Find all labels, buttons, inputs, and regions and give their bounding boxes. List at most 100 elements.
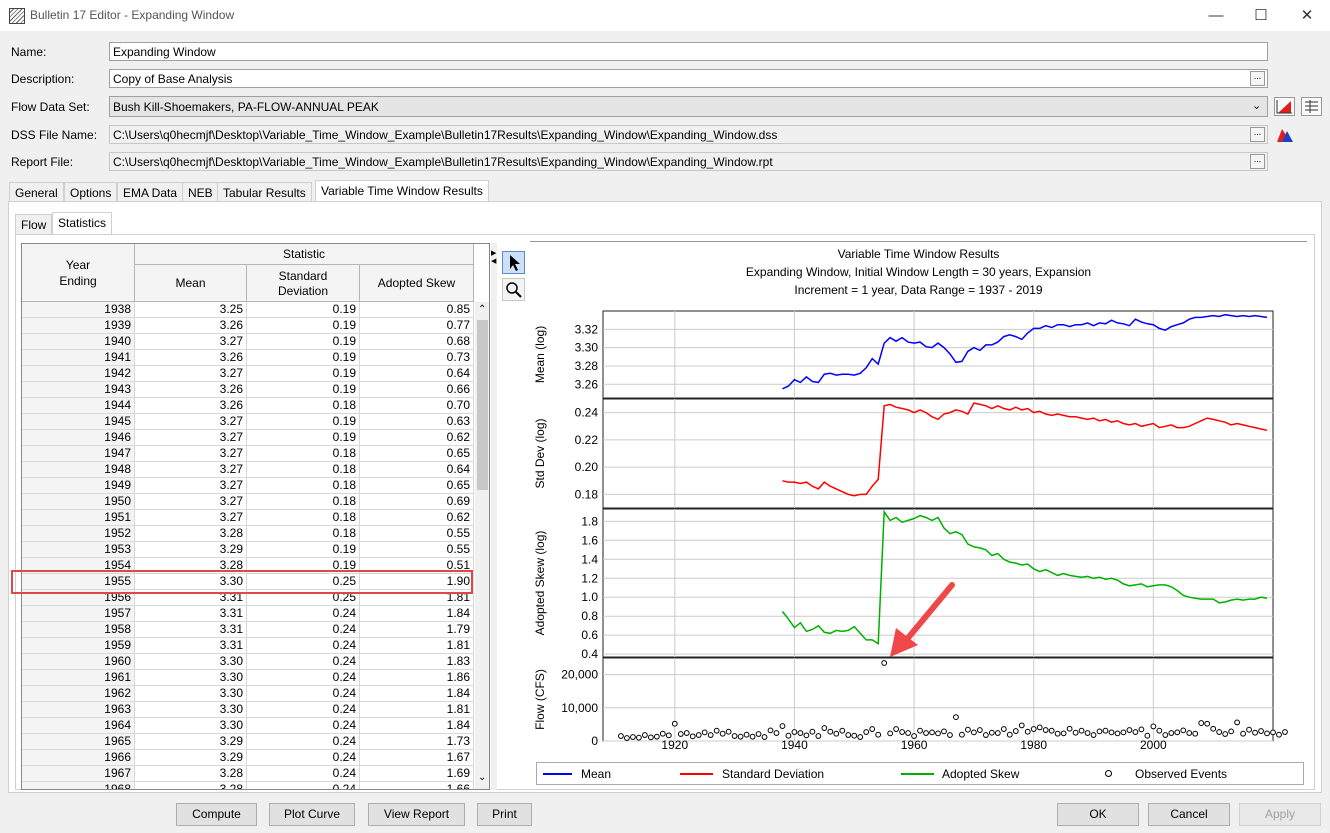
observed-event-point bbox=[1066, 725, 1073, 732]
cell-skew: 1.83 bbox=[360, 654, 474, 669]
splitter-arrow-right-icon[interactable]: ▶ bbox=[491, 250, 497, 257]
splitter-arrow-icon[interactable]: ◀ bbox=[491, 258, 497, 265]
print-button[interactable]: Print bbox=[477, 803, 532, 826]
observed-event-point bbox=[731, 733, 738, 739]
apply-button[interactable]: Apply bbox=[1239, 803, 1321, 826]
table-row[interactable]: 1957 3.31 0.24 1.84 bbox=[22, 606, 474, 622]
table-row[interactable]: 1960 3.30 0.24 1.83 bbox=[22, 654, 474, 670]
cell-mean: 3.28 bbox=[135, 782, 247, 789]
flow-data-set-select[interactable]: Bush Kill-Shoemakers, PA-FLOW-ANNUAL PEA… bbox=[109, 96, 1268, 117]
observed-event-point bbox=[1072, 729, 1079, 736]
table-data-icon[interactable] bbox=[1301, 97, 1322, 116]
splitter[interactable]: ◀ ▶ bbox=[491, 243, 497, 790]
table-row[interactable]: 1947 3.27 0.18 0.65 bbox=[22, 446, 474, 462]
table-row[interactable]: 1944 3.26 0.18 0.70 bbox=[22, 398, 474, 414]
table-row[interactable]: 1941 3.26 0.19 0.73 bbox=[22, 350, 474, 366]
observed-event-point bbox=[821, 725, 828, 731]
table-row[interactable]: 1951 3.27 0.18 0.62 bbox=[22, 510, 474, 526]
zoom-tool-button[interactable] bbox=[502, 278, 525, 301]
table-row[interactable]: 1964 3.30 0.24 1.84 bbox=[22, 718, 474, 734]
cell-mean: 3.27 bbox=[135, 478, 247, 493]
cell-mean: 3.28 bbox=[135, 766, 247, 781]
ok-button[interactable]: OK bbox=[1057, 803, 1139, 826]
table-row[interactable]: 1965 3.29 0.24 1.73 bbox=[22, 734, 474, 750]
tab-general[interactable]: General bbox=[9, 182, 64, 202]
table-row[interactable]: 1950 3.27 0.18 0.69 bbox=[22, 494, 474, 510]
tab-tabular-results[interactable]: Tabular Results bbox=[217, 182, 312, 202]
cell-year: 1939 bbox=[22, 318, 135, 333]
y-tick-label: 1.2 bbox=[581, 571, 598, 585]
observed-event-point bbox=[653, 733, 660, 740]
scroll-thumb[interactable] bbox=[477, 320, 488, 490]
dss-file-field[interactable]: C:\Users\q0hecmjf\Desktop\Variable_Time_… bbox=[109, 125, 1268, 144]
observed-event-point bbox=[719, 730, 726, 737]
description-browse-button[interactable]: ... bbox=[1250, 71, 1265, 86]
table-row-highlighted[interactable]: 1955 3.30 0.25 1.90 bbox=[22, 574, 474, 590]
view-report-button[interactable]: View Report bbox=[368, 803, 465, 826]
col-header-year[interactable]: Year Ending bbox=[22, 244, 135, 302]
table-row[interactable]: 1948 3.27 0.18 0.64 bbox=[22, 462, 474, 478]
name-field[interactable]: Expanding Window bbox=[109, 42, 1268, 61]
col-header-mean[interactable]: Mean bbox=[135, 265, 247, 302]
table-row[interactable]: 1949 3.27 0.18 0.65 bbox=[22, 478, 474, 494]
table-row[interactable]: 1961 3.30 0.24 1.86 bbox=[22, 670, 474, 686]
dss-plot-icon[interactable] bbox=[1274, 125, 1295, 144]
subtab-statistics[interactable]: Statistics bbox=[52, 212, 113, 234]
cell-mean: 3.30 bbox=[135, 654, 247, 669]
table-row[interactable]: 1967 3.28 0.24 1.69 bbox=[22, 766, 474, 782]
observed-event-point bbox=[827, 728, 834, 735]
plot-curve-button[interactable]: Plot Curve bbox=[269, 803, 355, 826]
scroll-up-icon[interactable]: ⌃ bbox=[478, 304, 487, 315]
table-row[interactable]: 1954 3.28 0.19 0.51 bbox=[22, 558, 474, 574]
chevron-down-icon[interactable]: ⌄ bbox=[1252, 100, 1262, 112]
plot-data-icon[interactable] bbox=[1274, 97, 1295, 116]
subtab-flow[interactable]: Flow bbox=[15, 214, 53, 234]
table-row[interactable]: 1952 3.28 0.18 0.55 bbox=[22, 526, 474, 542]
cell-year: 1943 bbox=[22, 382, 135, 397]
table-row[interactable]: 1966 3.29 0.24 1.67 bbox=[22, 750, 474, 766]
tab-options[interactable]: Options bbox=[64, 182, 118, 202]
observed-event-point bbox=[797, 730, 804, 736]
table-row[interactable]: 1938 3.25 0.19 0.85 bbox=[22, 302, 474, 318]
cell-year: 1954 bbox=[22, 558, 135, 573]
table-row[interactable]: 1959 3.31 0.24 1.81 bbox=[22, 638, 474, 654]
report-browse-button[interactable]: ... bbox=[1250, 154, 1265, 169]
tab-variable-time-window-results[interactable]: Variable Time Window Results bbox=[315, 180, 489, 202]
pointer-tool-button[interactable] bbox=[502, 251, 525, 274]
table-row[interactable]: 1946 3.27 0.19 0.62 bbox=[22, 430, 474, 446]
cell-mean: 3.30 bbox=[135, 686, 247, 701]
col-header-std[interactable]: Standard Deviation bbox=[247, 265, 360, 302]
table-row[interactable]: 1968 3.28 0.24 1.66 bbox=[22, 782, 474, 789]
table-row[interactable]: 1939 3.26 0.19 0.77 bbox=[22, 318, 474, 334]
compute-button[interactable]: Compute bbox=[176, 803, 257, 826]
table-row[interactable]: 1958 3.31 0.24 1.79 bbox=[22, 622, 474, 638]
observed-event-point bbox=[935, 730, 941, 737]
scroll-down-icon[interactable]: ⌄ bbox=[478, 772, 487, 783]
col-header-skew[interactable]: Adopted Skew bbox=[360, 265, 474, 302]
observed-event-point bbox=[641, 732, 648, 738]
table-row[interactable]: 1953 3.29 0.19 0.55 bbox=[22, 542, 474, 558]
maximize-button[interactable]: ☐ bbox=[1254, 7, 1268, 24]
table-scrollbar[interactable]: ⌃ ⌄ bbox=[475, 302, 489, 789]
observed-event-point bbox=[1252, 729, 1258, 736]
table-row[interactable]: 1963 3.30 0.24 1.81 bbox=[22, 702, 474, 718]
table-row[interactable]: 1940 3.27 0.19 0.68 bbox=[22, 334, 474, 350]
cell-std: 0.24 bbox=[247, 670, 360, 685]
tab-ema-data[interactable]: EMA Data bbox=[117, 182, 184, 202]
statistics-table[interactable]: Year Ending Statistic Mean Standard Devi… bbox=[21, 243, 490, 790]
table-row[interactable]: 1962 3.30 0.24 1.84 bbox=[22, 686, 474, 702]
table-row[interactable]: 1945 3.27 0.19 0.63 bbox=[22, 414, 474, 430]
tab-neb[interactable]: NEB bbox=[182, 182, 219, 202]
report-file-field[interactable]: C:\Users\q0hecmjf\Desktop\Variable_Time_… bbox=[109, 152, 1268, 171]
table-row[interactable]: 1942 3.27 0.19 0.64 bbox=[22, 366, 474, 382]
cell-year: 1948 bbox=[22, 462, 135, 477]
description-field[interactable]: Copy of Base Analysis bbox=[109, 69, 1268, 88]
cancel-button[interactable]: Cancel bbox=[1148, 803, 1230, 826]
table-row[interactable]: 1943 3.26 0.19 0.66 bbox=[22, 382, 474, 398]
cell-std: 0.19 bbox=[247, 350, 360, 365]
dss-browse-button[interactable]: ... bbox=[1250, 127, 1265, 142]
minimize-button[interactable]: — bbox=[1208, 7, 1224, 24]
observed-event-point bbox=[695, 732, 702, 738]
close-button[interactable]: ✕ bbox=[1300, 7, 1314, 24]
